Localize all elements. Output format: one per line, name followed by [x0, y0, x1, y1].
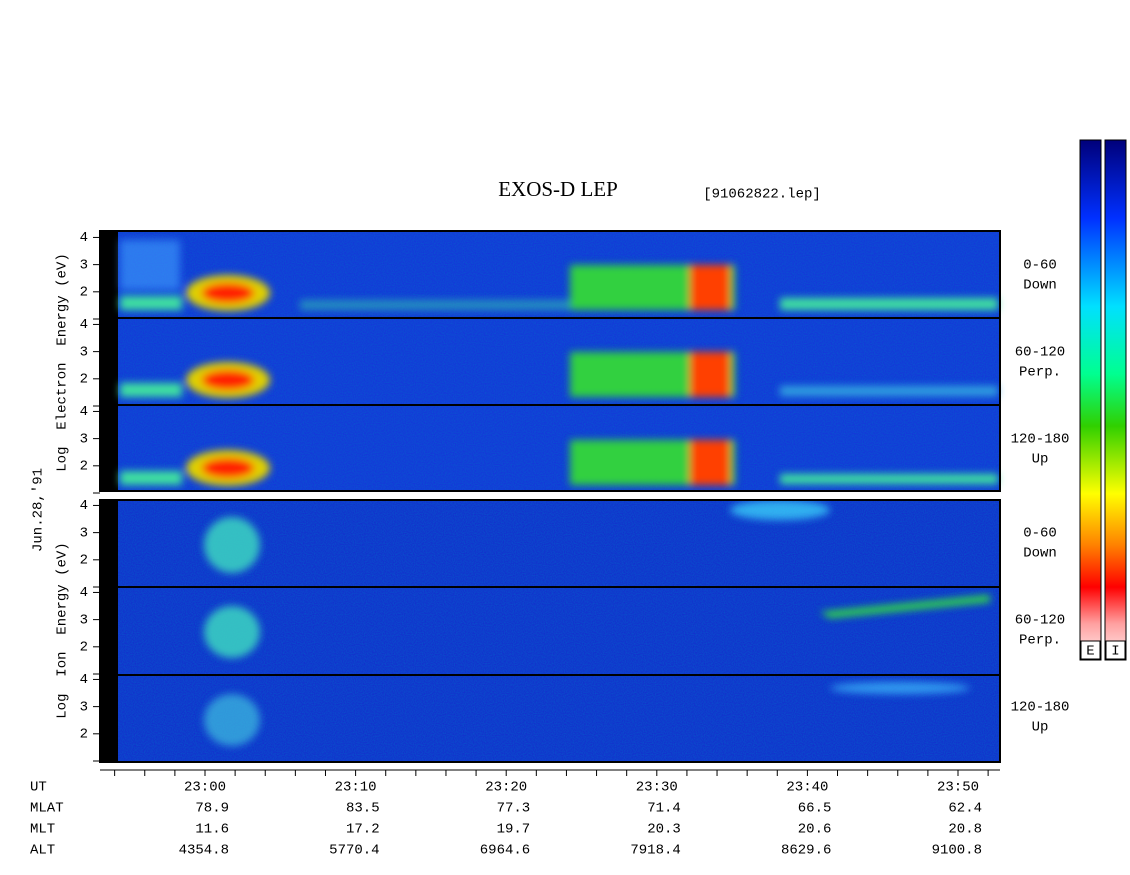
- panel-label: 0-60: [1023, 258, 1057, 274]
- panel-label: 0-60: [1023, 526, 1057, 542]
- y-tick-label: 2: [80, 459, 88, 475]
- orbit-value: 77.3: [497, 801, 531, 817]
- panel-label: 120-180: [1011, 700, 1070, 716]
- spectrogram: [99, 230, 1001, 763]
- panel-direction: Down: [1023, 546, 1057, 562]
- panel-direction: Perp.: [1019, 365, 1061, 381]
- panel-direction: Perp.: [1019, 633, 1061, 649]
- orbit-value: 20.8: [948, 822, 982, 838]
- orbit-value: 20.3: [647, 822, 681, 838]
- y-tick-label: 3: [80, 699, 88, 715]
- date-label: Jun.28,'91: [31, 468, 47, 552]
- y-tick-label: 2: [80, 285, 88, 301]
- orbit-value: 20.6: [798, 822, 832, 838]
- colorbar-label-box: [1105, 640, 1126, 660]
- y-tick-label: 4: [80, 230, 88, 246]
- colorbar: [1079, 139, 1102, 661]
- time-label: 23:10: [335, 780, 377, 796]
- y-tick-label: 4: [80, 404, 88, 420]
- orbit-value: 11.6: [195, 822, 229, 838]
- orbit-value: 6964.6: [480, 843, 530, 859]
- y-tick-label: 4: [80, 672, 88, 688]
- y-tick-label: 4: [80, 317, 88, 333]
- panel-label: 60-120: [1015, 345, 1065, 361]
- orbit-value: 71.4: [647, 801, 681, 817]
- orbit-value: 83.5: [346, 801, 380, 817]
- orbit-value: 4354.8: [179, 843, 229, 859]
- row-label: UT: [30, 780, 47, 796]
- y-tick-label: 3: [80, 525, 88, 541]
- panel-direction: Up: [1032, 452, 1049, 468]
- y-tick-label: 2: [80, 640, 88, 656]
- colorbar-label: I: [1111, 644, 1119, 660]
- time-label: 23:20: [485, 780, 527, 796]
- y-tick-label: 3: [80, 257, 88, 273]
- row-label: MLT: [30, 822, 55, 838]
- colorbar-label: E: [1086, 644, 1094, 660]
- orbit-value: 19.7: [497, 822, 531, 838]
- time-label: 23:40: [786, 780, 828, 796]
- time-label: 23:50: [937, 780, 979, 796]
- y-tick-label: 3: [80, 344, 88, 360]
- panel-label: 60-120: [1015, 613, 1065, 629]
- y-axis-label: Log Electron Energy (eV): [55, 253, 71, 471]
- y-tick-label: 3: [80, 612, 88, 628]
- time-label: 23:30: [636, 780, 678, 796]
- y-tick-label: 2: [80, 727, 88, 743]
- y-tick-label: 2: [80, 553, 88, 569]
- time-label: 23:00: [184, 780, 226, 796]
- y-tick-label: 4: [80, 498, 88, 514]
- orbit-value: 8629.6: [781, 843, 831, 859]
- colorbar: [1104, 139, 1127, 661]
- orbit-value: 9100.8: [932, 843, 982, 859]
- chart-title: EXOS-D LEP: [498, 177, 618, 201]
- colorbar-label-box: [1080, 640, 1101, 660]
- y-tick-label: 4: [80, 585, 88, 601]
- orbit-value: 17.2: [346, 822, 380, 838]
- row-label: MLAT: [30, 801, 64, 817]
- panel-direction: Down: [1023, 278, 1057, 294]
- orbit-value: 62.4: [948, 801, 982, 817]
- row-label: ALT: [30, 843, 55, 859]
- panel-direction: Up: [1032, 720, 1049, 736]
- orbit-value: 5770.4: [329, 843, 379, 859]
- y-axis-label: Log Ion Energy (eV): [55, 542, 71, 718]
- y-tick-label: 3: [80, 431, 88, 447]
- orbit-value: 7918.4: [630, 843, 680, 859]
- orbit-value: 66.5: [798, 801, 832, 817]
- file-name: [91062822.lep]: [703, 187, 821, 203]
- panel-label: 120-180: [1011, 432, 1070, 448]
- y-tick-label: 2: [80, 372, 88, 388]
- orbit-value: 78.9: [195, 801, 229, 817]
